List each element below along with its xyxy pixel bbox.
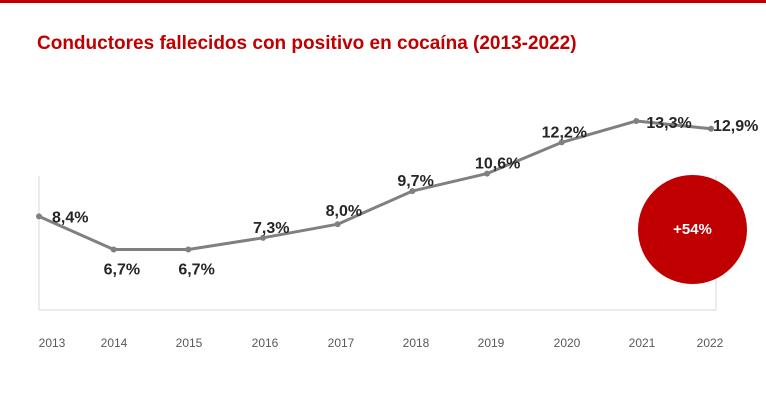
data-point-2022 — [708, 125, 714, 132]
data-label-2016: 7,3% — [253, 220, 289, 237]
change-badge-text: +54% — [673, 221, 712, 238]
x-tick-2021: 2021 — [629, 336, 656, 350]
data-point-2020 — [558, 139, 565, 146]
x-tick-2014: 2014 — [101, 336, 128, 350]
x-tick-2013: 2013 — [39, 336, 66, 350]
change-badge: +54% — [638, 175, 747, 284]
chart-title: Conductores fallecidos con positivo en c… — [37, 33, 577, 54]
data-label-2019: 10,6% — [475, 156, 520, 173]
data-label-2020: 12,2% — [542, 124, 587, 141]
data-point-2017 — [334, 221, 341, 228]
data-label-2018: 9,7% — [397, 173, 433, 190]
data-label-2021: 13,3% — [646, 115, 691, 132]
x-tick-2019: 2019 — [478, 336, 505, 350]
data-point-2016 — [260, 234, 266, 241]
data-point-2018 — [409, 188, 416, 195]
x-tick-2015: 2015 — [176, 336, 203, 350]
data-label-2015: 6,7% — [178, 262, 214, 279]
plot-frame — [38, 176, 717, 311]
x-tick-2016: 2016 — [252, 336, 279, 350]
data-labels: 8,4% 6,7% 6,7% 7,3% 8,0% 9,7% 10,6% 12,2% 13,3% 1… — [52, 115, 758, 279]
top-rule — [0, 0, 766, 3]
series-line — [37, 119, 713, 251]
data-label-2013: 8,4% — [52, 209, 88, 226]
x-tick-2018: 2018 — [403, 336, 430, 350]
series-line-layer — [37, 119, 713, 251]
data-point-2013 — [36, 213, 42, 220]
data-point-2014 — [110, 246, 117, 253]
data-point-2021 — [633, 118, 640, 124]
data-point-2015 — [185, 246, 192, 253]
x-axis-ticks: 2013 2014 2015 2016 2017 2018 2019 2020 2021 2022 — [39, 336, 724, 350]
data-label-2017: 8,0% — [326, 203, 362, 220]
x-tick-2022: 2022 — [697, 336, 724, 350]
x-tick-2017: 2017 — [328, 336, 355, 350]
data-point-2019 — [484, 170, 490, 177]
data-label-2014: 6,7% — [104, 262, 140, 279]
x-tick-2020: 2020 — [554, 336, 581, 350]
data-label-2022: 12,9% — [713, 118, 758, 135]
data-points — [36, 118, 714, 253]
